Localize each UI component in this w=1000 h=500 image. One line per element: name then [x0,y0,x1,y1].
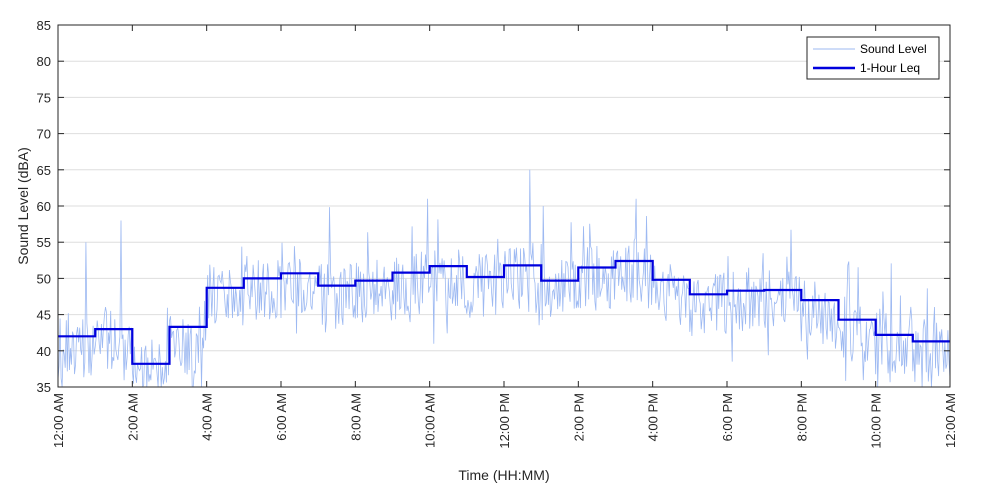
x-tick-label: 4:00 PM [646,393,661,441]
legend-label-leq: 1-Hour Leq [860,61,920,75]
x-tick-label: 6:00 AM [274,393,289,441]
legend: Sound Level 1-Hour Leq [806,36,940,80]
y-axis-title: Sound Level (dBA) [15,147,31,265]
x-tick-label: 10:00 PM [869,393,884,449]
leq-series-layer [58,259,950,365]
x-tick-label: 12:00 AM [51,393,66,448]
legend-box [806,36,940,80]
legend-label-sound-level: Sound Level [860,42,927,56]
y-tick-label: 35 [37,380,51,395]
x-tick-label: 2:00 PM [571,393,586,441]
y-tick-label: 65 [37,163,51,178]
y-tick-label: 85 [37,18,51,33]
series-leq-step-line [58,259,950,365]
x-tick-label: 12:00 AM [943,393,958,448]
x-tick-label: 6:00 PM [720,393,735,441]
x-tick-label: 8:00 PM [794,393,809,441]
x-tick-label: 8:00 AM [348,393,363,441]
y-tick-label: 80 [37,54,51,69]
x-tick-label: 4:00 AM [200,393,215,441]
y-tick-label: 45 [37,308,51,323]
y-tick-label: 70 [37,127,51,142]
y-tick-label: 50 [37,271,51,286]
x-axis: 12:00 AM 2:00 AM 4:00 AM 6:00 AM 8:00 AM 10:0… [51,25,958,449]
y-tick-label: 40 [37,344,51,359]
y-axis: 35 40 45 50 55 60 65 70 75 80 85 [37,18,950,395]
y-tick-label: 55 [37,235,51,250]
x-tick-label: 2:00 AM [125,393,140,441]
x-tick-label: 12:00 PM [497,393,512,449]
y-tick-label: 75 [37,90,51,105]
x-tick-label: 10:00 AM [423,393,438,448]
y-tick-label: 60 [37,199,51,214]
x-axis-title: Time (HH:MM) [458,467,549,483]
